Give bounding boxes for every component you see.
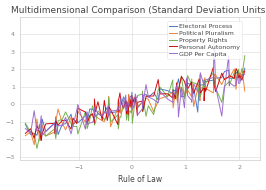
Property Rights <box>236 75 239 77</box>
GDP Per Capita <box>93 106 96 108</box>
Political Pluralism <box>136 105 139 107</box>
Political Pluralism <box>86 121 89 124</box>
Electoral Process <box>236 72 239 75</box>
Political Pluralism <box>157 100 160 102</box>
Legend: Electoral Process, Political Pluralism, Property Rights, Personal Autonomy, GDP : Electoral Process, Political Pluralism, … <box>167 21 242 59</box>
Personal Autonomy <box>233 77 236 79</box>
Electoral Process <box>136 107 139 109</box>
Line: Political Pluralism: Political Pluralism <box>25 68 245 145</box>
Property Rights <box>24 122 27 124</box>
Personal Autonomy <box>93 98 96 100</box>
Personal Autonomy <box>40 139 43 142</box>
GDP Per Capita <box>157 102 160 104</box>
GDP Per Capita <box>213 41 216 44</box>
Property Rights <box>157 89 160 91</box>
Title: Multidimensional Comparison (Standard Deviation Units): Multidimensional Comparison (Standard De… <box>11 6 266 15</box>
Political Pluralism <box>236 69 239 72</box>
Property Rights <box>35 147 39 150</box>
Personal Autonomy <box>86 122 89 125</box>
Personal Autonomy <box>157 78 160 81</box>
GDP Per Capita <box>41 134 44 136</box>
Political Pluralism <box>243 90 246 92</box>
Line: Property Rights: Property Rights <box>25 56 245 148</box>
Property Rights <box>86 127 89 130</box>
Political Pluralism <box>228 77 231 79</box>
Electoral Process <box>243 67 246 69</box>
Property Rights <box>136 94 139 97</box>
Personal Autonomy <box>24 132 27 135</box>
Political Pluralism <box>240 67 243 70</box>
Political Pluralism <box>24 135 27 137</box>
Personal Autonomy <box>136 101 139 103</box>
Line: Electoral Process: Electoral Process <box>25 68 245 141</box>
Property Rights <box>228 84 231 86</box>
Electoral Process <box>157 99 160 101</box>
GDP Per Capita <box>24 127 27 130</box>
GDP Per Capita <box>243 73 246 75</box>
Property Rights <box>93 124 96 126</box>
Line: Personal Autonomy: Personal Autonomy <box>25 67 245 140</box>
Electoral Process <box>24 123 27 125</box>
Personal Autonomy <box>212 66 215 69</box>
GDP Per Capita <box>86 124 89 126</box>
X-axis label: Rule of Law: Rule of Law <box>118 175 162 184</box>
GDP Per Capita <box>233 85 236 87</box>
GDP Per Capita <box>136 114 139 116</box>
Electoral Process <box>228 77 231 79</box>
Line: GDP Per Capita: GDP Per Capita <box>25 42 245 135</box>
Property Rights <box>243 55 246 57</box>
Personal Autonomy <box>243 70 246 72</box>
Electoral Process <box>93 108 96 110</box>
Political Pluralism <box>93 116 96 118</box>
Political Pluralism <box>32 144 36 146</box>
Electoral Process <box>40 139 43 142</box>
GDP Per Capita <box>237 82 240 84</box>
Electoral Process <box>86 120 89 123</box>
Personal Autonomy <box>237 77 240 79</box>
